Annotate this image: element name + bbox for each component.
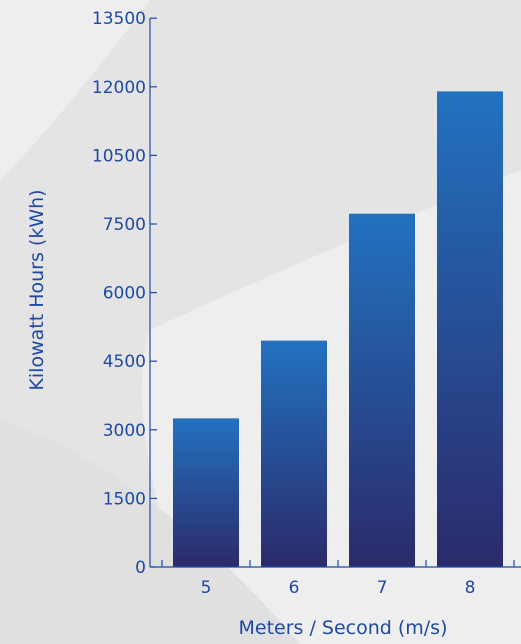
x-tick-label: 7 [377,578,388,598]
bar-5 [173,418,239,567]
x-tick-label: 5 [201,578,212,598]
y-tick-label: 7500 [103,215,146,235]
y-tick-label: 4500 [103,352,146,372]
bars-group [173,91,503,567]
y-axis: 0 1500 3000 4500 6000 7500 10500 12000 13500 [92,9,157,578]
x-tick-label: 8 [465,578,476,598]
y-tick-label: 3000 [103,421,146,441]
bar-7 [349,213,415,567]
y-tick-label: 0 [135,558,146,578]
y-tick-label: 13500 [92,9,146,29]
y-tick-label: 10500 [92,146,146,166]
x-axis: 5 6 7 8 [150,560,521,598]
y-tick-label: 6000 [103,284,146,304]
y-tick-label: 1500 [103,489,146,509]
bar-8 [437,91,503,567]
bar-6 [261,340,327,567]
y-tick-label: 12000 [92,78,146,98]
x-axis-title: Meters / Second (m/s) [238,617,447,639]
y-axis-title: Kilowatt Hours (kWh) [26,189,48,390]
x-tick-label: 6 [289,578,300,598]
